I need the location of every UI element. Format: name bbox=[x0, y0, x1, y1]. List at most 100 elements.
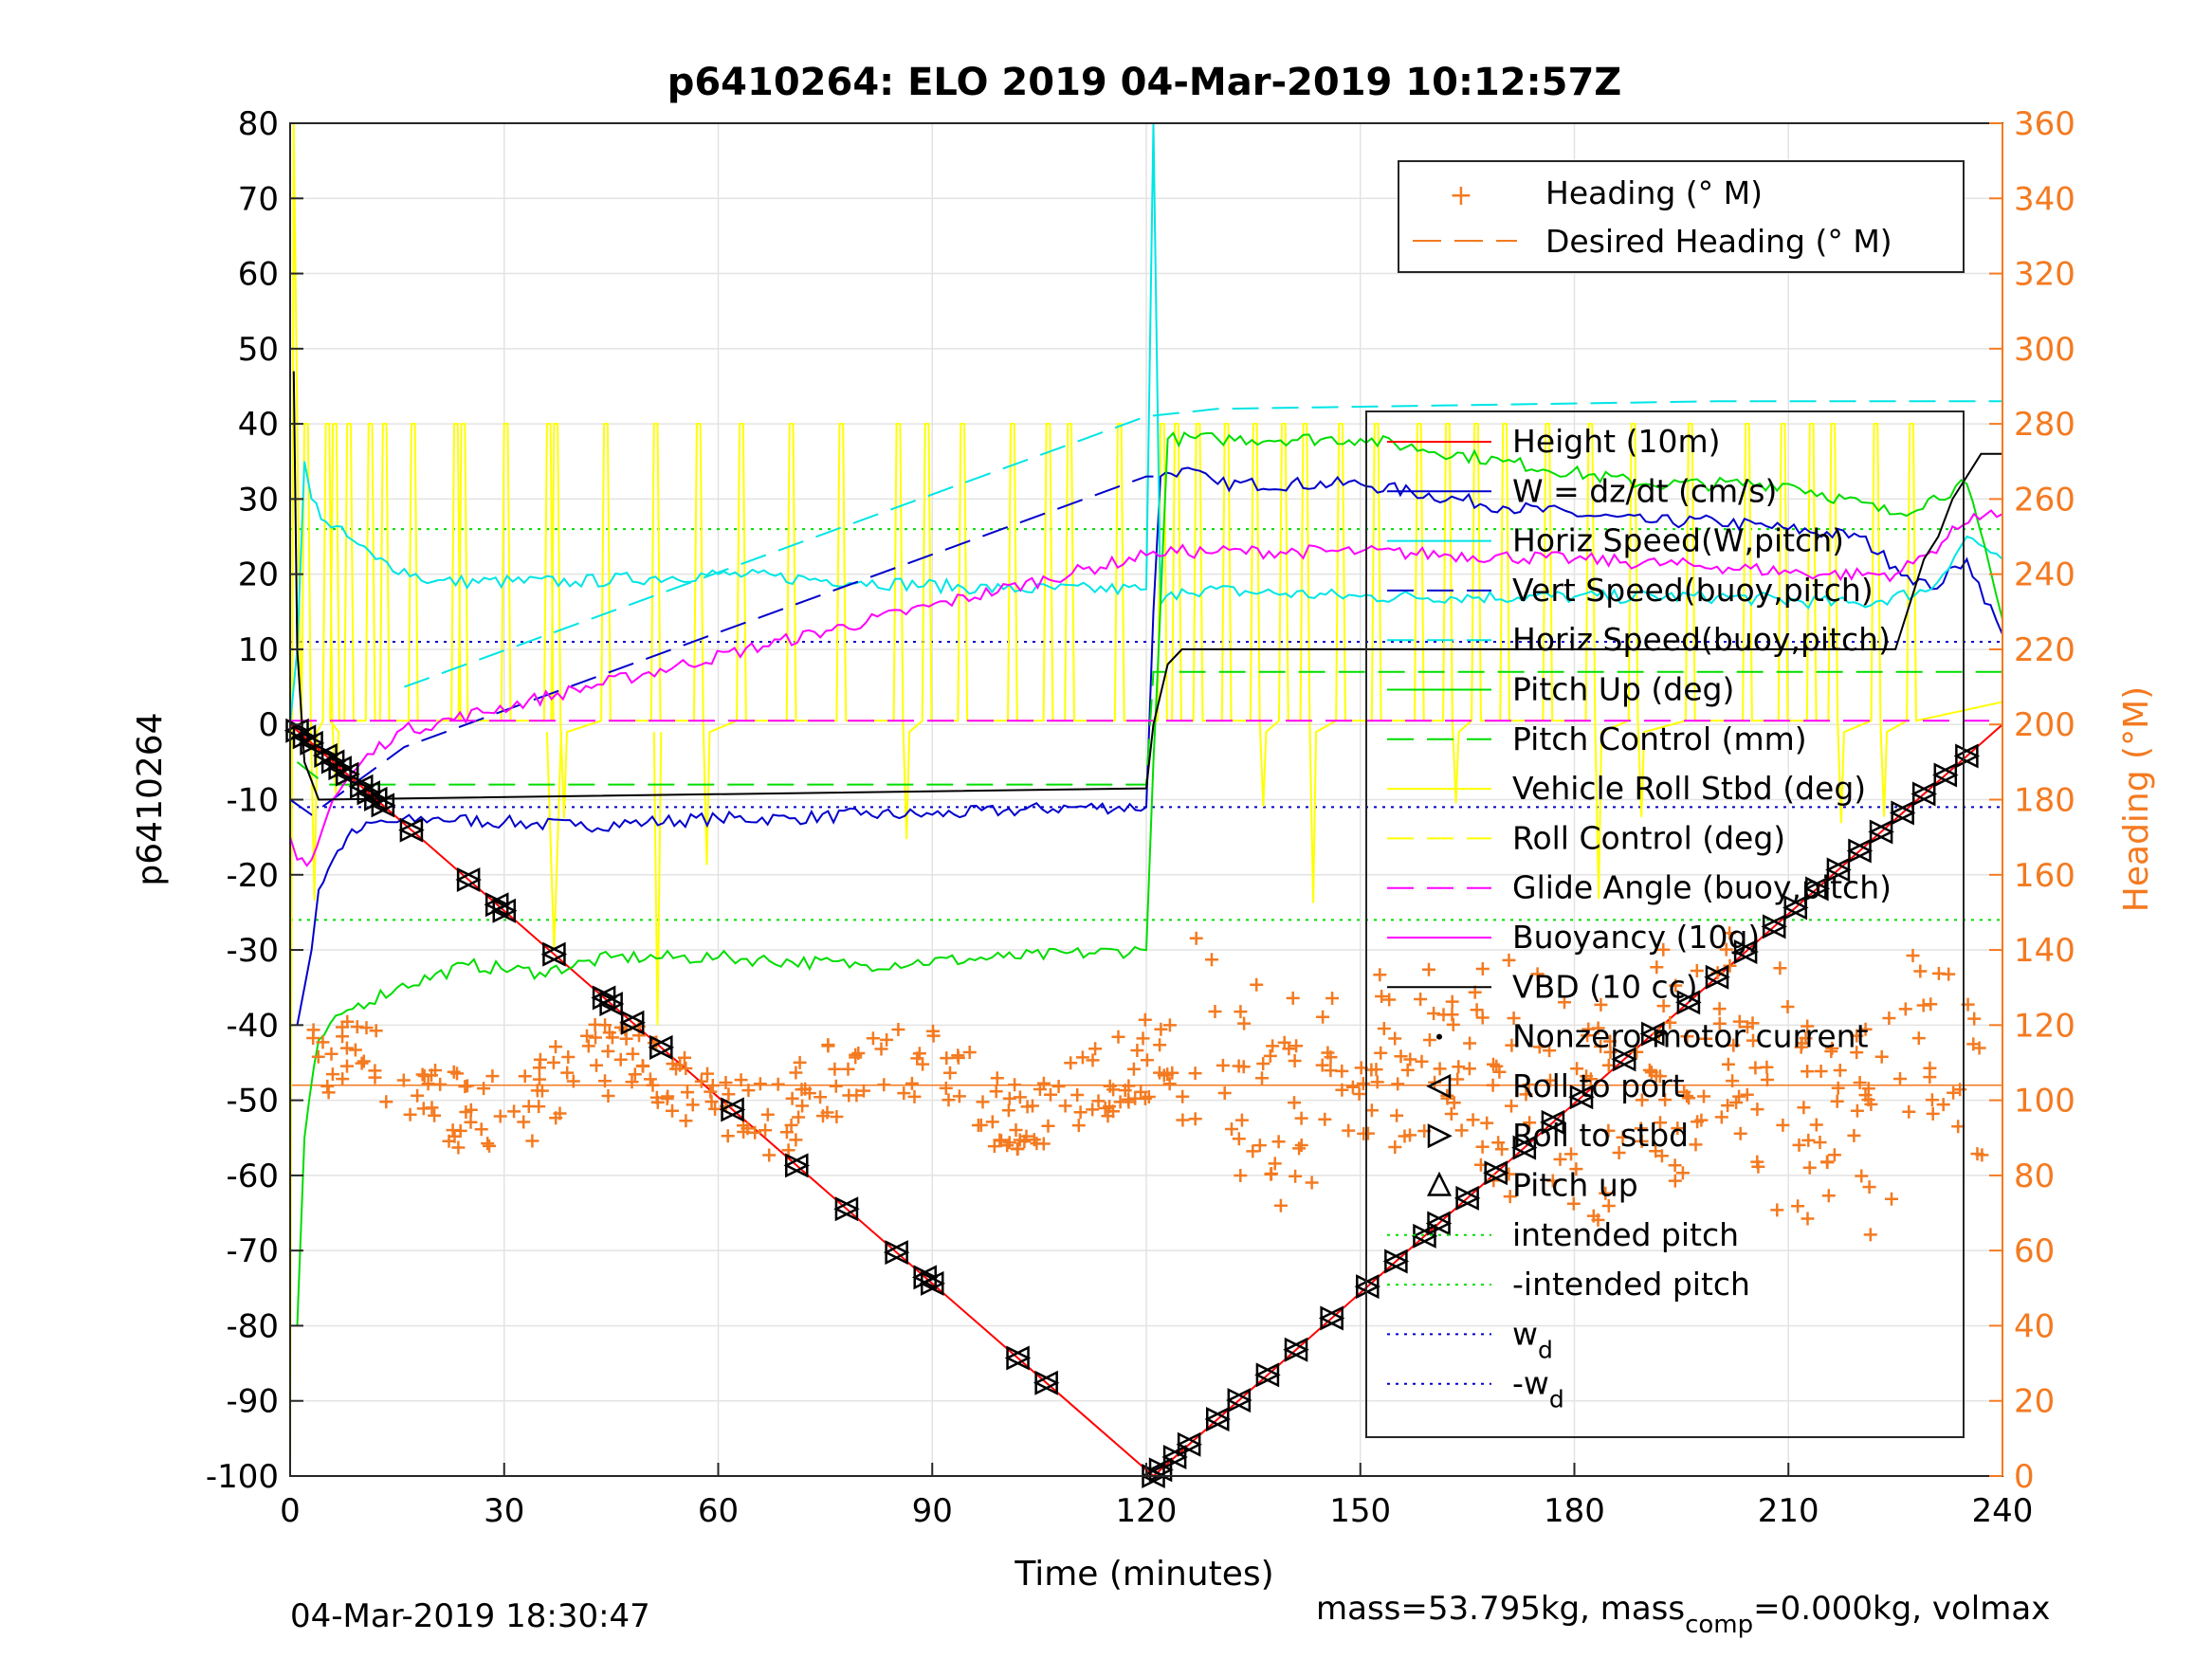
legend-label: Vert Speed(buoy,pitch) bbox=[1512, 572, 1874, 609]
right-tick-label: 40 bbox=[2014, 1307, 2055, 1345]
legend-item: Horiz Speed(W,pitch) bbox=[1387, 522, 1844, 559]
legend-swatch bbox=[1436, 1033, 1442, 1040]
y-tick-label: -90 bbox=[226, 1383, 279, 1421]
roll-stbd-marker bbox=[1911, 781, 1938, 807]
x-tick-label: 60 bbox=[698, 1492, 739, 1530]
legend-item: Roll to port bbox=[1426, 1067, 1685, 1104]
legend-item: Nonzero motor current bbox=[1436, 1018, 1869, 1055]
roll-stbd-marker bbox=[1612, 1047, 1637, 1072]
motor-marker bbox=[1568, 1085, 1595, 1110]
series-line bbox=[296, 466, 2003, 1026]
right-tick-label: 20 bbox=[2014, 1383, 2055, 1421]
motor-marker bbox=[334, 761, 360, 787]
roll-stbd-marker bbox=[1783, 895, 1809, 921]
right-tick-label: 240 bbox=[2014, 556, 2075, 594]
motor-marker bbox=[1782, 895, 1809, 921]
motor-marker bbox=[540, 941, 568, 967]
y-tick-label: -40 bbox=[226, 1007, 279, 1045]
legend-label: Vehicle Roll Stbd (deg) bbox=[1512, 770, 1866, 807]
motor-marker bbox=[1425, 1211, 1453, 1236]
motor-marker bbox=[883, 1240, 910, 1266]
motor-marker bbox=[1611, 1047, 1637, 1072]
roll-stbd-marker bbox=[599, 992, 625, 1017]
legend-label: Nonzero motor current bbox=[1512, 1018, 1869, 1055]
legend-item: Glide Angle (buoy,pitch) bbox=[1387, 869, 1892, 906]
x-tick-label: 0 bbox=[280, 1492, 301, 1530]
motor-marker bbox=[1204, 1407, 1232, 1432]
roll-stbd-marker bbox=[1206, 1407, 1232, 1432]
footer-mass: mass=53.795kg, masscomp=0.000kg, volmax bbox=[1316, 1590, 2050, 1639]
roll-stbd-marker bbox=[1006, 1345, 1032, 1371]
y-tick-label: 30 bbox=[238, 481, 279, 519]
series-line bbox=[289, 509, 2003, 867]
motor-marker bbox=[1354, 1274, 1381, 1300]
roll-stbd-marker bbox=[1676, 990, 1702, 1015]
right-y-axis-label: Heading (°M) bbox=[2117, 686, 2156, 912]
roll-stbd-marker bbox=[921, 1270, 946, 1296]
motor-marker bbox=[1803, 876, 1831, 902]
roll-stbd-marker bbox=[1427, 1211, 1453, 1236]
x-tick-label: 210 bbox=[1758, 1492, 1819, 1530]
x-tick-label: 150 bbox=[1329, 1492, 1391, 1530]
legend-label: Horiz Speed(buoy,pitch) bbox=[1512, 621, 1891, 658]
y-tick-label: 70 bbox=[238, 180, 279, 218]
legend-swatch bbox=[1426, 1073, 1452, 1099]
series-line bbox=[404, 400, 2002, 688]
motor-marker bbox=[1540, 1109, 1566, 1135]
legend-label: Glide Angle (buoy,pitch) bbox=[1512, 869, 1892, 906]
roll-stbd-marker bbox=[721, 1097, 746, 1122]
motor-marker bbox=[298, 730, 325, 756]
plot-markers bbox=[283, 718, 1981, 1489]
right-tick-label: 60 bbox=[2014, 1232, 2055, 1270]
x-tick-label: 120 bbox=[1116, 1492, 1178, 1530]
roll-stbd-marker bbox=[1356, 1274, 1381, 1300]
motor-marker bbox=[1910, 781, 1938, 807]
roll-stbd-marker bbox=[1384, 1249, 1410, 1274]
y-tick-label: -100 bbox=[206, 1458, 279, 1496]
legend-item: -wd bbox=[1387, 1365, 1564, 1413]
footer-mass-text: mass=53.795kg, mass bbox=[1316, 1590, 1685, 1628]
chart-title: p6410264: ELO 2019 04-Mar-2019 10:12:57Z bbox=[667, 61, 1622, 104]
motor-marker bbox=[1846, 838, 1874, 864]
y-tick-label: -20 bbox=[226, 857, 279, 895]
right-tick-label: 320 bbox=[2014, 256, 2075, 294]
legend-item: VBD (10 cc) bbox=[1387, 968, 1698, 1005]
motor-marker bbox=[1868, 819, 1894, 845]
legend-label: Pitch up bbox=[1512, 1167, 1638, 1204]
roll-stbd-marker bbox=[1284, 1337, 1309, 1362]
motor-marker bbox=[1732, 939, 1759, 965]
legend-swatch bbox=[1427, 1123, 1453, 1149]
y-tick-label: 40 bbox=[238, 406, 279, 444]
roll-stbd-marker bbox=[834, 1196, 860, 1222]
roll-stbd-marker bbox=[1641, 1021, 1667, 1047]
motor-marker bbox=[1511, 1135, 1538, 1160]
legend-item: Buoyancy (10g) bbox=[1387, 919, 1760, 956]
legend-item: Height (10m) bbox=[1387, 423, 1720, 460]
right-tick-label: 80 bbox=[2014, 1158, 2055, 1195]
y-tick-label: -80 bbox=[226, 1307, 279, 1345]
heading-legend-box bbox=[1398, 160, 1965, 273]
main-legend-box bbox=[1365, 410, 1965, 1438]
motor-marker bbox=[1953, 743, 1981, 769]
y-tick-label: -70 bbox=[226, 1232, 279, 1270]
y-tick-label: 20 bbox=[238, 556, 279, 594]
right-tick-label: 360 bbox=[2014, 105, 2075, 143]
y-tick-label: 60 bbox=[238, 256, 279, 294]
motor-marker bbox=[1226, 1388, 1252, 1413]
roll-stbd-marker bbox=[1891, 800, 1916, 826]
roll-stbd-marker bbox=[1826, 857, 1852, 883]
roll-stbd-marker bbox=[1455, 1185, 1481, 1211]
legend-label: -wd bbox=[1512, 1365, 1564, 1413]
motor-marker bbox=[719, 1097, 746, 1122]
motor-marker bbox=[1675, 990, 1702, 1015]
roll-series-line bbox=[289, 122, 2003, 1477]
roll-stbd-marker bbox=[885, 1240, 910, 1266]
roll-stbd-marker bbox=[1177, 1431, 1202, 1457]
motor-marker bbox=[1147, 1457, 1174, 1483]
roll-stbd-marker bbox=[785, 1153, 811, 1178]
motor-marker bbox=[648, 1034, 675, 1060]
motor-marker bbox=[1889, 800, 1916, 826]
motor-marker bbox=[1382, 1249, 1410, 1274]
series-line bbox=[289, 475, 1154, 816]
motor-marker bbox=[1482, 1160, 1509, 1186]
